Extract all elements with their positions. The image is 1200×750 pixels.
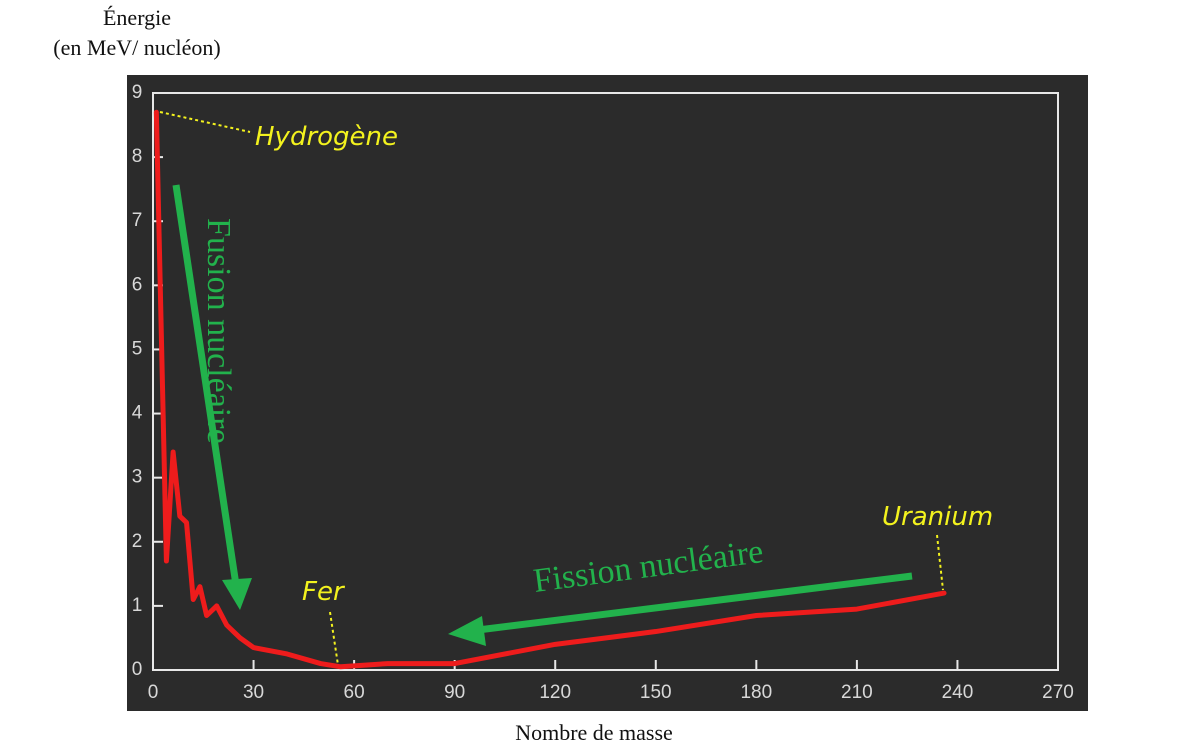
y-tick-label: 8 <box>132 146 143 167</box>
y-tick-label: 3 <box>132 467 143 488</box>
x-tick-label: 90 <box>444 682 465 703</box>
fusion-arrow <box>172 184 240 586</box>
y-tick-label: 5 <box>132 338 143 359</box>
plot-frame <box>152 92 1059 671</box>
y-tick-label: 6 <box>132 274 143 295</box>
y-tick-label: 4 <box>132 403 143 424</box>
x-tick-label: 60 <box>344 682 365 703</box>
x-tick-label: 120 <box>539 682 571 703</box>
x-tick-label: 270 <box>1042 682 1074 703</box>
y-tick-label: 9 <box>132 82 143 103</box>
chalkboard <box>127 75 1088 711</box>
annotation: Uranium <box>882 502 993 532</box>
y-tick-label: 0 <box>132 659 143 680</box>
x-tick-label: 240 <box>942 682 974 703</box>
x-tick-label: 150 <box>640 682 672 703</box>
x-tick-label: 210 <box>841 682 873 703</box>
annotation: Hydrogène <box>255 122 398 152</box>
x-tick-label: 0 <box>148 682 159 703</box>
y-title: Énergie <box>103 5 171 30</box>
fusion-arrowhead <box>222 578 252 610</box>
x-tick-label: 30 <box>243 682 264 703</box>
y-tick-label: 7 <box>132 210 143 231</box>
leader <box>329 611 339 666</box>
annotation: Fusion nucléaire <box>200 218 237 444</box>
fission-arrow <box>477 572 913 634</box>
fission-arrowhead <box>448 616 486 646</box>
y-title: (en MeV/ nucléon) <box>53 35 220 60</box>
y-tick-label: 2 <box>132 531 143 552</box>
y-tick-label: 1 <box>132 595 143 616</box>
annotation: Fer <box>302 577 346 607</box>
x-title: Nombre de masse <box>515 720 673 745</box>
data-line <box>153 109 947 670</box>
x-tick-label: 180 <box>740 682 772 703</box>
